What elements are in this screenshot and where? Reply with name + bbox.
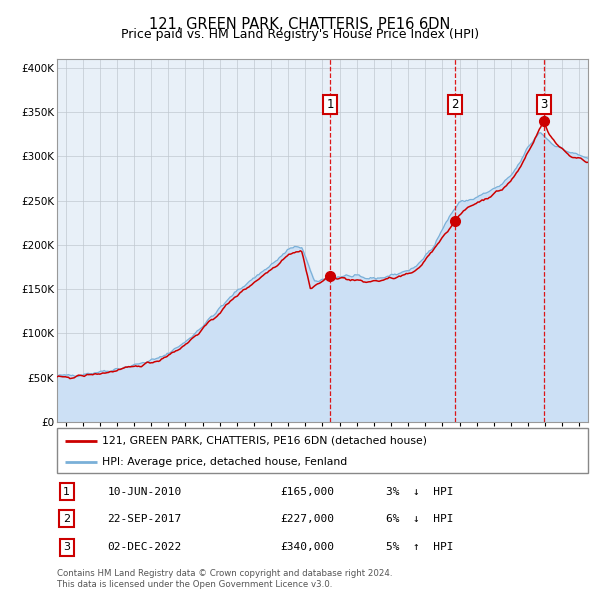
Text: 3: 3 [540,98,547,111]
Text: 121, GREEN PARK, CHATTERIS, PE16 6DN: 121, GREEN PARK, CHATTERIS, PE16 6DN [149,17,451,31]
Text: 10-JUN-2010: 10-JUN-2010 [107,487,182,497]
FancyBboxPatch shape [57,428,588,473]
Text: 02-DEC-2022: 02-DEC-2022 [107,542,182,552]
Text: £340,000: £340,000 [280,542,334,552]
Text: 121, GREEN PARK, CHATTERIS, PE16 6DN (detached house): 121, GREEN PARK, CHATTERIS, PE16 6DN (de… [102,436,427,446]
Text: 3: 3 [63,542,70,552]
Text: 2: 2 [63,514,70,524]
Text: HPI: Average price, detached house, Fenland: HPI: Average price, detached house, Fenl… [102,457,347,467]
Text: Price paid vs. HM Land Registry's House Price Index (HPI): Price paid vs. HM Land Registry's House … [121,28,479,41]
Text: 1: 1 [326,98,334,111]
Text: Contains HM Land Registry data © Crown copyright and database right 2024.
This d: Contains HM Land Registry data © Crown c… [57,569,392,589]
Text: 5%  ↑  HPI: 5% ↑ HPI [386,542,454,552]
Text: 22-SEP-2017: 22-SEP-2017 [107,514,182,524]
Text: £227,000: £227,000 [280,514,334,524]
Text: 1: 1 [63,487,70,497]
Text: 3%  ↓  HPI: 3% ↓ HPI [386,487,454,497]
Text: 6%  ↓  HPI: 6% ↓ HPI [386,514,454,524]
Text: 2: 2 [451,98,458,111]
Text: £165,000: £165,000 [280,487,334,497]
